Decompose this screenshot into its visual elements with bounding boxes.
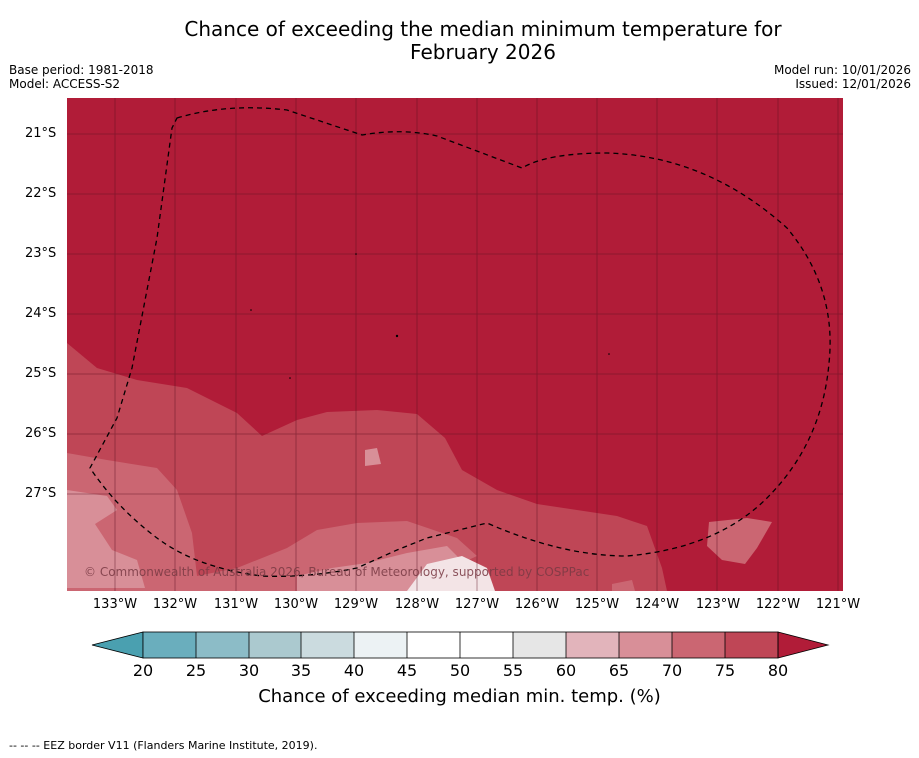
lon-label-125w: 125°W xyxy=(574,597,620,612)
colorbar-tick-70: 70 xyxy=(661,661,683,680)
colorbar-bin-55-60 xyxy=(513,632,566,658)
title-line-2: February 2026 xyxy=(410,40,556,64)
colorbar-tick-25: 25 xyxy=(185,661,207,680)
colorbar-bin-70-75 xyxy=(672,632,725,658)
lat-label-25s: 25°S xyxy=(25,366,57,381)
atoll-marks xyxy=(250,253,610,379)
colorbar-title: Chance of exceeding median min. temp. (%… xyxy=(258,686,661,707)
colorbar-max-arrow xyxy=(777,631,830,659)
colorbar-tick-40: 40 xyxy=(343,661,365,680)
zone-60-65-islet xyxy=(365,448,381,466)
colorbar-dividers xyxy=(142,631,779,659)
eez-border xyxy=(89,107,831,577)
chart-title: Chance of exceeding the median minimum t… xyxy=(0,18,919,64)
lat-label-24s: 24°S xyxy=(25,306,57,321)
meta-right: Model run: 10/01/2026 Issued: 12/01/2026 xyxy=(774,63,911,91)
zone-white xyxy=(407,556,495,591)
lon-label-121w: 121°W xyxy=(815,597,861,612)
colorbar-tick-80: 80 xyxy=(767,661,789,680)
lon-label-128w: 128°W xyxy=(394,597,440,612)
lat-label-22s: 22°S xyxy=(25,186,57,201)
colorbar xyxy=(91,631,830,659)
colorbar-tick-55: 55 xyxy=(502,661,524,680)
colorbar-bin-20-25 xyxy=(143,632,196,658)
map-svg xyxy=(67,98,843,591)
zone-70-75-south xyxy=(612,580,635,591)
colorbar-tick-50: 50 xyxy=(449,661,471,680)
colorbar-bin-25-30 xyxy=(196,632,249,658)
lat-label-26s: 26°S xyxy=(25,426,57,441)
grid-lines xyxy=(67,98,843,591)
lon-label-124w: 124°W xyxy=(634,597,680,612)
zone-60-65 xyxy=(67,490,145,588)
colorbar-tick-45: 45 xyxy=(396,661,418,680)
lon-label-133w: 133°W xyxy=(92,597,138,612)
meta-left: Base period: 1981-2018 Model: ACCESS-S2 xyxy=(9,63,154,91)
colorbar-bin-65-70 xyxy=(619,632,672,658)
colorbar-bin-40-45 xyxy=(354,632,407,658)
copyright-notice: © Commonwealth of Australia 2026, Bureau… xyxy=(84,565,590,579)
map-panel xyxy=(67,98,843,591)
footer-legend: -- -- -- EEZ border V11 (Flanders Marine… xyxy=(9,739,318,752)
colorbar-bin-60-65 xyxy=(566,632,619,658)
colorbar-min-arrow xyxy=(91,631,144,659)
lon-label-132w: 132°W xyxy=(152,597,198,612)
lon-label-123w: 123°W xyxy=(695,597,741,612)
lon-label-126w: 126°W xyxy=(514,597,560,612)
title-line-1: Chance of exceeding the median minimum t… xyxy=(184,17,782,41)
colorbar-bin-30-35 xyxy=(249,632,301,658)
lat-label-23s: 23°S xyxy=(25,246,57,261)
colorbar-tick-35: 35 xyxy=(290,661,312,680)
colorbar-tick-20: 20 xyxy=(132,661,154,680)
lon-label-130w: 130°W xyxy=(273,597,319,612)
zone-65-70 xyxy=(67,453,477,591)
base-period: Base period: 1981-2018 xyxy=(9,63,154,77)
lon-label-127w: 127°W xyxy=(454,597,500,612)
colorbar-bin-35-40 xyxy=(301,632,354,658)
lon-label-122w: 122°W xyxy=(755,597,801,612)
model-run: Model run: 10/01/2026 xyxy=(773,63,911,77)
colorbar-bin-45-50 xyxy=(407,632,460,658)
lon-label-129w: 129°W xyxy=(333,597,379,612)
model-name: Model: ACCESS-S2 xyxy=(9,77,121,91)
colorbar-tick-60: 60 xyxy=(555,661,577,680)
issued-date: Issued: 12/01/2026 xyxy=(795,77,911,91)
lat-label-21s: 21°S xyxy=(25,126,57,141)
colorbar-tick-75: 75 xyxy=(714,661,736,680)
colorbar-tick-65: 65 xyxy=(608,661,630,680)
lon-label-131w: 131°W xyxy=(213,597,259,612)
colorbar-tick-30: 30 xyxy=(238,661,260,680)
zone-70-75 xyxy=(67,343,667,591)
lat-label-27s: 27°S xyxy=(25,486,57,501)
colorbar-bin-75-80 xyxy=(725,632,778,658)
colorbar-bin-50-55 xyxy=(460,632,513,658)
